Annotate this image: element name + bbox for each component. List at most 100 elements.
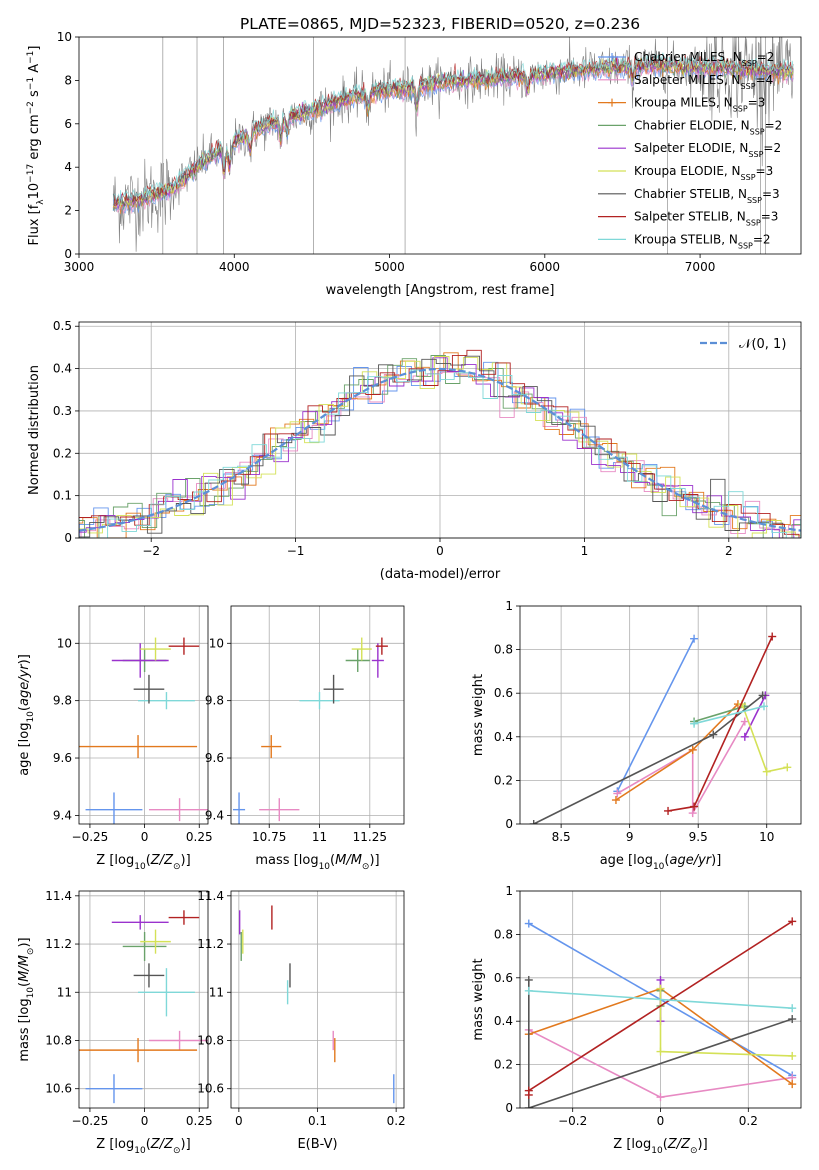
axes-frame [78,605,209,825]
y-tick-label: 11 [57,985,72,999]
label-part: ⊙ [173,862,181,872]
legend-label: Salpeter ELODIE, NSSP=2 [634,141,781,159]
y-tick-label: 9.4 [53,808,72,822]
label-part: ( [17,982,32,987]
axes-frame [78,36,802,255]
x-tick-label: −1 [287,544,305,558]
x-tick-label: 1 [581,544,589,558]
weight-vs-metallicity-panel: −0.2 0 0.2 0 0.2 0.4 0.6 0.8 1 Z [log10(Z/Z⊙)] mas… [471,884,802,1156]
errorbar-point [148,798,208,822]
label-part: A [27,64,42,77]
legend-text: Kroupa ELODIE, N [634,164,741,178]
y-tick-label: 9.4 [205,808,224,822]
y-tick-label: 9.6 [53,751,72,765]
x-axis-label: wavelength [Angstrom, rest frame] [326,283,555,298]
model-series-line [112,52,794,206]
y-tick-label: 0.4 [494,1014,513,1028]
x-tick-label: 0 [141,1114,149,1128]
label-part: log [114,1137,134,1152]
legend-text: =3 [756,164,774,178]
y-tick-label: 11.4 [45,889,72,903]
y-tick-label: 0.1 [53,489,72,503]
weight-series-line [693,705,746,723]
legend-label: 𝒩(0, 1) [739,337,786,352]
errorbar-point [140,929,171,954]
errorbar-region [238,905,395,1104]
spectrum-panel: 3000 4000 5000 6000 7000 0 2 4 6 8 10 wavelength [A… [26,30,802,298]
x-tick-label: 0.25 [186,830,213,844]
label-part: age [ [17,742,32,775]
x-axis-label: Z [log10(Z/Z⊙)] [96,1137,190,1156]
label-part: 10 [134,1146,146,1156]
label-part: Z [ [96,1137,114,1152]
y-tick-label: 10 [209,636,224,650]
legend-text: Salpeter MILES, N [634,73,741,87]
y-tick-label: 0 [64,531,72,545]
y-tick-label: 0.8 [494,643,513,657]
label-part: ⊙ [26,948,36,956]
legend-sub: SSP [733,104,748,113]
y-tick-label: 0.5 [53,319,72,333]
y-tick-label: 0.4 [494,730,513,744]
spectrum-lines [112,37,794,254]
legend-text: Chabrier ELODIE, N [634,118,750,132]
y-tick-label: 0 [64,247,72,261]
axes-frame [230,605,405,825]
legend-sub: SSP [741,173,756,182]
errorbar-point [85,1074,143,1104]
weight-series-line [693,705,765,725]
errorbar-point [140,637,171,661]
errorbar-point [345,649,370,672]
y-tick-label: 9.6 [205,751,224,765]
y-tick-label: 0.3 [53,404,72,418]
label-part: )] [17,654,32,664]
legend-text: =3 [748,96,766,110]
x-tick-label: 6000 [530,260,561,274]
legend-label: Kroupa MILES, NSSP=3 [634,96,765,114]
errorbar-point [138,968,195,1017]
label-part: Z [ [96,853,114,868]
x-axis-label: Z [log10(Z/Z⊙)] [96,853,190,872]
legend-text: =3 [762,187,780,201]
y-tick-label: 0 [505,817,513,831]
legend-text: =2 [753,232,771,246]
label-part: )] [698,1137,708,1152]
legend-sub: SSP [747,195,762,204]
histogram-step [79,361,801,538]
errorbar-point [133,963,165,988]
label-part: Flux [f [27,204,42,245]
x-tick-label: 0 [657,1114,665,1128]
y-axis-label: Flux [fλ10−17 erg cm−2 s−1 A−1] [26,46,46,246]
x-tick-label: 11 [312,830,327,844]
legend-sub: SSP [741,81,756,90]
label-part: −17 [26,164,36,183]
y-tick-label: 0.6 [494,971,513,985]
y-tick-label: 0.2 [494,1058,513,1072]
label-part: )] [181,853,191,868]
label-part: 10 [27,183,42,200]
x-tick-label: 0 [436,544,444,558]
y-tick-label: 10 [57,636,72,650]
histogram-step [79,352,801,538]
label-part: ⊙ [173,1146,181,1156]
x-axis-label: E(B-V) [297,1137,337,1152]
y-tick-label: 8 [64,73,72,87]
residual-histogram-panel: −2 −1 0 1 2 0 0.1 0.2 0.3 0.4 0.5 (data-model)/erro… [27,319,802,582]
x-tick-label: 0.1 [308,1114,327,1128]
label-part: 10 [26,711,36,723]
label-part: log [633,853,653,868]
weight-series-line [659,988,793,1057]
y-tick-label: 2 [64,204,72,218]
y-tick-label: 0 [505,1101,513,1115]
weight-series-line [616,721,746,817]
y-tick-label: 0.8 [494,927,513,941]
x-tick-label: 7000 [685,260,716,274]
label-part: 10 [319,862,331,872]
errorbar-point [371,643,384,678]
x-tick-label: −0.2 [558,1114,587,1128]
legend-text: =2 [757,50,775,64]
histogram-region [79,349,801,538]
